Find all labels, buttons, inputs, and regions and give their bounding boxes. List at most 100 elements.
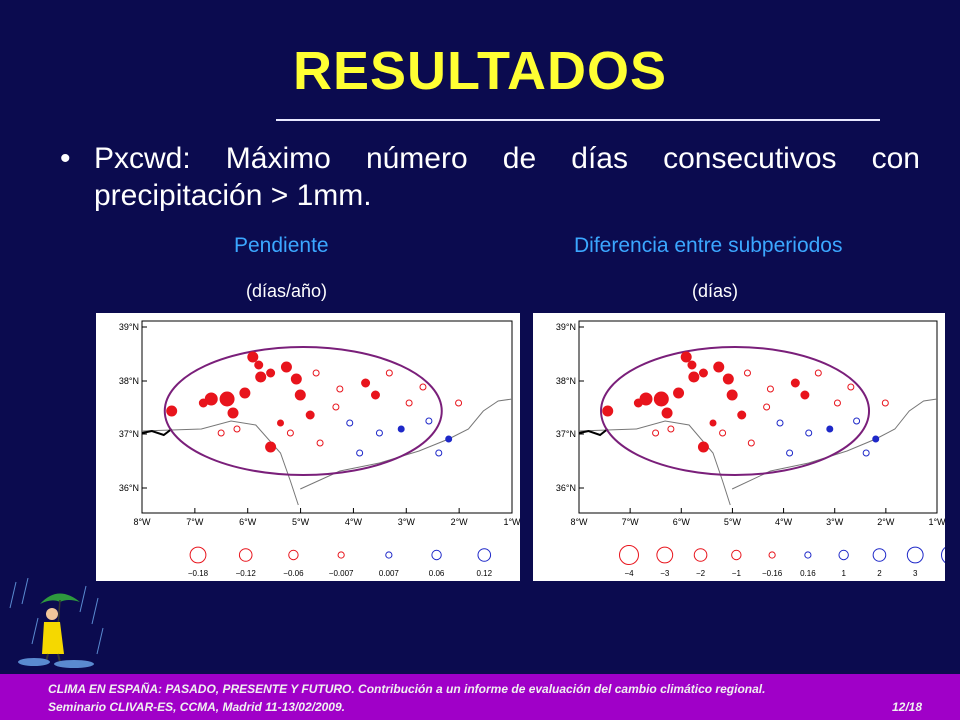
station-marker [217, 429, 225, 437]
station-marker [833, 399, 841, 407]
station-marker [435, 449, 443, 457]
station-marker [776, 419, 784, 427]
lat-label: 37°N [119, 429, 139, 439]
station-marker [332, 403, 340, 411]
station-marker [239, 387, 251, 399]
legend-marker [288, 549, 299, 561]
lon-label: 3°W [398, 517, 416, 527]
title-underline [276, 119, 880, 121]
legend-label: −2 [696, 569, 706, 578]
legend-label: −3 [660, 569, 670, 578]
legend-marker [872, 548, 887, 562]
station-marker [405, 399, 413, 407]
station-marker [290, 373, 302, 385]
station-marker [361, 378, 371, 388]
station-marker [847, 383, 855, 391]
station-marker [747, 439, 755, 447]
lon-label: 7°W [186, 517, 204, 527]
station-marker [826, 425, 834, 433]
lon-label: 5°W [292, 517, 310, 527]
station-marker [853, 417, 861, 425]
lon-label: 6°W [673, 517, 691, 527]
station-marker [425, 417, 433, 425]
lon-label: 6°W [239, 517, 257, 527]
station-marker [219, 391, 235, 407]
right-map-heading: Diferencia entre subperiodos [574, 234, 843, 257]
legend-label: 0.16 [800, 569, 816, 578]
legend-marker [189, 546, 207, 564]
rain-character [8, 577, 108, 675]
station-marker [872, 435, 880, 443]
legend-label: 0.007 [379, 569, 400, 578]
legend-marker [906, 546, 924, 564]
station-marker [698, 368, 708, 378]
legend-marker [619, 545, 639, 565]
station-marker [737, 410, 747, 420]
left-map-panel: 39°N 38°N 37°N 36°N 8°W 7°W 6°W 5°W 4°W 3°W 2°W 1°W… [96, 313, 520, 581]
footer-bar [0, 674, 960, 720]
lat-label: 39°N [119, 322, 139, 332]
station-marker [266, 368, 276, 378]
left-map-unit: (días/año) [246, 281, 328, 301]
footer-line2: Seminario CLIVAR-ES, CCMA, Madrid 11-13/… [48, 700, 345, 714]
station-marker [445, 435, 453, 443]
station-marker [227, 407, 239, 419]
station-marker [265, 441, 277, 453]
right-map-panel: 39°N 38°N 37°N 36°N 8°W 7°W 6°W 5°W 4°W 3°W 2°W 1°W… [533, 313, 945, 581]
slide-title: RESULTADOS [293, 41, 667, 101]
legend-marker [693, 548, 708, 562]
station-marker [316, 439, 324, 447]
station-marker [786, 449, 794, 457]
focus-ellipse [600, 346, 871, 476]
bullet-dot: • [60, 142, 71, 175]
lon-label: 8°W [133, 517, 151, 527]
station-marker [719, 429, 727, 437]
station-marker [336, 385, 344, 393]
legend-label: 2 [877, 569, 882, 578]
station-marker [198, 398, 208, 408]
station-marker [661, 407, 673, 419]
station-marker [667, 425, 675, 433]
umbrella-character-icon [9, 577, 104, 668]
station-marker [419, 383, 427, 391]
station-marker [680, 351, 692, 363]
lon-label: 5°W [724, 517, 742, 527]
legend-marker [337, 551, 345, 559]
station-marker [697, 441, 709, 453]
legend-marker [768, 551, 776, 559]
station-marker [814, 369, 822, 377]
station-marker [881, 399, 889, 407]
station-marker [254, 360, 264, 370]
guadiana-river [141, 428, 173, 437]
bullet-point: • Pxcwd: Máximo número de días consecuti… [60, 140, 920, 214]
station-marker [280, 361, 292, 373]
station-marker [305, 410, 315, 420]
right-map-unit: (días) [692, 281, 739, 301]
station-marker [709, 419, 717, 427]
legend-label: −0.18 [188, 569, 209, 578]
lon-label: 2°W [877, 517, 895, 527]
legend-marker [838, 549, 849, 561]
legend-marker [431, 549, 442, 561]
station-marker [687, 360, 697, 370]
station-marker [862, 449, 870, 457]
lon-label: 7°W [622, 517, 640, 527]
station-marker [370, 390, 380, 400]
station-marker [233, 425, 241, 433]
station-marker [713, 361, 725, 373]
legend-label: −4 [624, 569, 634, 578]
map-frame [141, 320, 513, 514]
lon-label: 1°W [503, 517, 520, 527]
station-marker [652, 429, 660, 437]
legend-marker [477, 548, 492, 562]
legend-label: 0.12 [476, 569, 492, 578]
station-marker [602, 405, 614, 417]
station-marker [673, 387, 685, 399]
station-marker [277, 419, 285, 427]
right-map: 39°N 38°N 37°N 36°N 8°W 7°W 6°W 5°W 4°W 3°W 2°W 1°W… [556, 320, 945, 578]
lat-label: 37°N [556, 429, 576, 439]
station-marker [455, 399, 463, 407]
lat-label: 39°N [556, 322, 576, 332]
lat-label: 36°N [556, 483, 576, 493]
station-marker [763, 403, 771, 411]
